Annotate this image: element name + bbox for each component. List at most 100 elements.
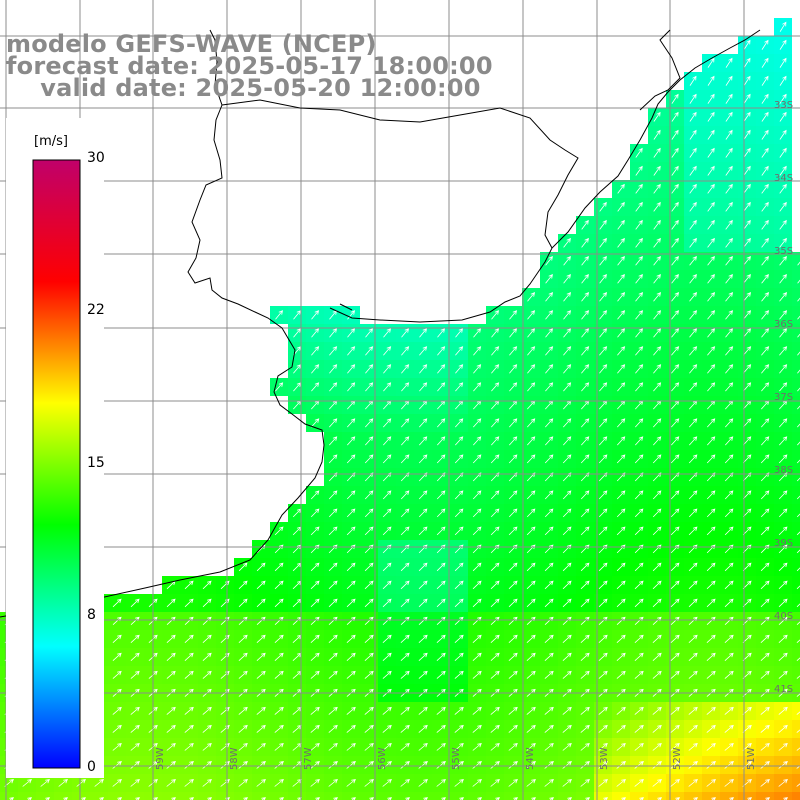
wind-cell	[54, 792, 72, 800]
wind-arrow	[383, 364, 392, 374]
wind-arrow	[652, 778, 662, 787]
lon-label: 52W	[672, 747, 683, 770]
wind-arrow	[670, 634, 680, 643]
wind-arrow	[310, 760, 320, 769]
wind-cell	[594, 792, 612, 800]
wind-arrow	[562, 580, 572, 590]
wind-arrow	[563, 382, 572, 392]
wind-arrow	[27, 797, 32, 800]
wind-arrow	[329, 436, 338, 446]
wind-arrow	[436, 634, 446, 643]
wind-arrow	[472, 652, 482, 661]
wind-arrow	[346, 490, 356, 500]
wind-arrow	[671, 165, 679, 176]
wind-arrow	[724, 598, 734, 608]
wind-cell	[792, 468, 800, 486]
wind-arrow	[364, 598, 374, 608]
wind-arrow	[616, 598, 626, 608]
wind-arrow	[724, 526, 734, 536]
wind-arrow	[454, 454, 464, 464]
wind-cell	[342, 792, 360, 800]
wind-arrow	[707, 201, 715, 212]
wind-arrow	[761, 310, 770, 320]
lon-label: 54W	[525, 747, 536, 770]
wind-arrow	[184, 742, 194, 751]
coastline	[0, 29, 761, 618]
wind-arrow	[670, 706, 680, 715]
wind-arrow	[670, 778, 680, 787]
wind-arrow	[689, 436, 698, 446]
wind-arrow	[364, 526, 374, 536]
wind-arrow	[562, 526, 572, 536]
wind-arrow	[238, 598, 248, 608]
wind-arrow	[400, 778, 410, 787]
wind-arrow	[724, 706, 734, 715]
wind-arrow	[261, 797, 266, 800]
wind-arrow	[761, 237, 769, 248]
wind-arrow	[418, 508, 428, 518]
wind-arrow	[130, 742, 140, 751]
wind-arrow	[455, 436, 464, 446]
wind-cell	[756, 792, 774, 800]
wind-arrow	[508, 742, 518, 751]
wind-arrow	[761, 418, 770, 428]
wind-arrow	[725, 165, 733, 176]
wind-arrow	[670, 742, 680, 751]
wind-arrow	[743, 219, 751, 230]
wind-arrow	[418, 562, 428, 572]
wind-arrow	[238, 742, 248, 751]
wind-arrow	[707, 382, 716, 392]
wind-arrow	[526, 652, 536, 661]
wind-arrow	[796, 585, 800, 590]
wind-arrow	[599, 292, 608, 302]
wind-arrow	[472, 544, 482, 554]
wind-arrow	[743, 147, 751, 158]
wind-arrow	[598, 652, 608, 661]
wind-cell	[666, 792, 684, 800]
wind-cell	[792, 432, 800, 450]
wind-arrow	[544, 670, 554, 679]
wind-arrow	[472, 670, 482, 679]
wind-arrow	[616, 652, 626, 661]
wind-arrow	[454, 724, 464, 733]
wind-arrow	[725, 418, 734, 428]
wind-arrow	[796, 693, 800, 697]
wind-arrow	[743, 310, 752, 320]
wind-arrow	[202, 778, 212, 787]
wind-arrow	[760, 760, 770, 769]
wind-cell	[792, 630, 800, 648]
wind-arrow	[94, 778, 104, 787]
wind-arrow	[563, 418, 572, 428]
wind-arrow	[418, 634, 428, 643]
wind-arrow	[419, 364, 428, 374]
wind-arrow	[238, 724, 248, 733]
wind-arrow	[274, 580, 284, 590]
wind-arrow	[526, 544, 536, 554]
wind-arrow	[760, 706, 770, 715]
wind-arrow	[689, 165, 697, 176]
wind-arrow	[526, 778, 536, 787]
wind-arrow	[473, 364, 482, 374]
wind-arrow	[653, 111, 661, 122]
wind-arrow	[562, 544, 572, 554]
wind-arrow	[635, 346, 644, 356]
wind-arrow	[797, 279, 800, 284]
wind-arrow	[418, 724, 428, 733]
wind-arrow	[454, 562, 464, 572]
wind-arrow	[779, 382, 788, 392]
wind-arrow	[652, 562, 662, 572]
wind-arrow	[779, 292, 788, 302]
wind-arrow	[45, 797, 50, 800]
wind-arrow	[671, 310, 680, 320]
wind-arrow	[256, 760, 266, 769]
wind-arrow	[707, 57, 715, 68]
wind-arrow	[725, 93, 733, 104]
wind-cell	[792, 720, 800, 738]
wind-arrow	[310, 634, 320, 643]
wind-arrow	[400, 724, 410, 733]
wind-arrow	[310, 562, 320, 572]
wind-arrow	[274, 742, 284, 751]
wind-arrow	[724, 742, 734, 751]
wind-arrow	[364, 724, 374, 733]
wind-arrow	[508, 652, 518, 661]
